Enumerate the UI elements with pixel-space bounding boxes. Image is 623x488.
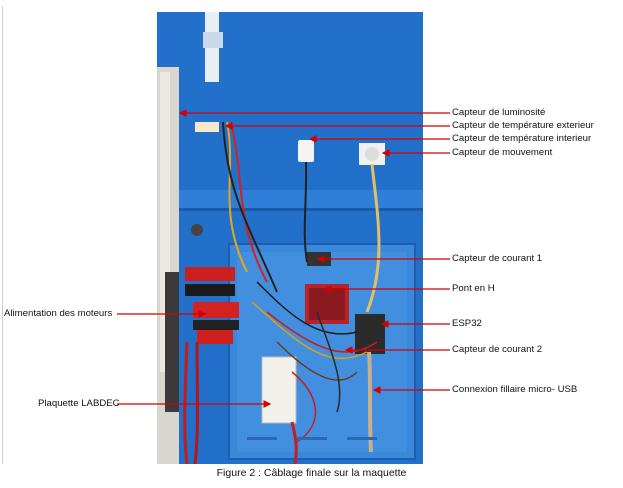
label-connexion-usb: Connexion fillaire micro- USB <box>452 384 578 395</box>
label-capteur-mouvement: Capteur de mouvement <box>452 147 553 158</box>
label-capteur-courant-1: Capteur de courant 1 <box>452 253 543 264</box>
label-alimentation-moteurs: Alimentation des moteurs <box>4 308 113 319</box>
label-pont-en-h: Pont en H <box>452 283 495 294</box>
label-capteur-luminosite: Capteur de luminosité <box>452 107 546 118</box>
label-capteur-temperature-exterieur: Capteur de température exterieur <box>452 120 594 131</box>
left-margin-rule <box>2 6 3 464</box>
label-esp32: ESP32 <box>452 318 482 329</box>
figure-caption: Figure 2 : Câblage finale sur la maquett… <box>216 467 407 479</box>
wiring-photo <box>157 12 423 464</box>
label-capteur-courant-2: Capteur de courant 2 <box>452 344 543 355</box>
label-capteur-temperature-interieur: Capteur de température interieur <box>452 133 592 144</box>
label-plaquette-labdec: Plaquette LABDEC <box>38 398 120 409</box>
